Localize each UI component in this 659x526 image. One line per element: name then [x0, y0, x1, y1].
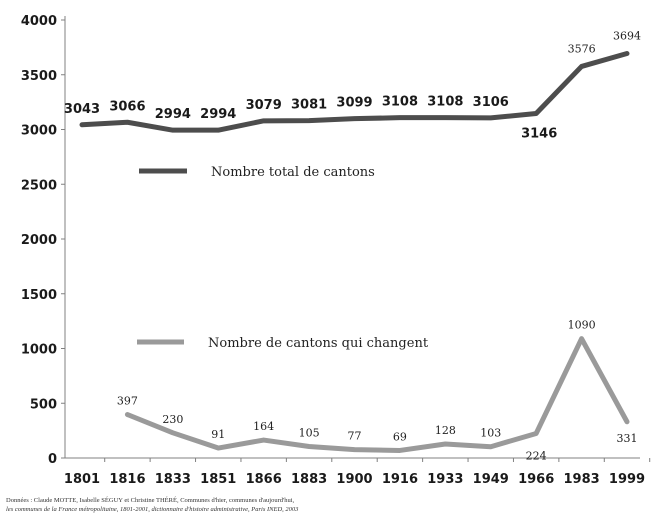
- data-label: 230: [162, 413, 183, 426]
- data-label: 3694: [613, 30, 641, 43]
- x-tick-label: 1883: [291, 472, 327, 487]
- data-label: 2994: [200, 107, 236, 122]
- data-label: 77: [348, 430, 362, 443]
- y-tick-label: 1500: [21, 288, 57, 303]
- x-tick-label: 1999: [609, 472, 645, 487]
- legend-label: Nombre de cantons qui changent: [208, 336, 429, 351]
- x-tick-label: 1949: [473, 472, 509, 487]
- data-label: 3066: [109, 99, 145, 114]
- data-label: 3081: [291, 98, 327, 113]
- data-label: 3079: [246, 98, 282, 113]
- x-tick-labels: 1801 1816 1833 1851 1866 1883 1900 1916 1933 1949…: [64, 472, 645, 487]
- source-line-2: les communes de la France métropolitaine…: [6, 506, 299, 513]
- x-tick-label: 1916: [382, 472, 418, 487]
- y-tick-label: 3000: [21, 124, 57, 139]
- source-line-1: Données : Claude MOTTE, Isabelle SÉGUY e…: [6, 497, 295, 504]
- y-tick-label: 2500: [21, 178, 57, 193]
- x-tick-label: 1983: [563, 472, 599, 487]
- data-label: 69: [393, 430, 407, 443]
- x-tick-label: 1801: [64, 472, 100, 487]
- x-tick-label: 1851: [200, 472, 236, 487]
- y-tick-label: 2000: [21, 233, 57, 248]
- data-labels: 3043 3066 2994 2994 3079 3081 3099 3108 3108 3106…: [64, 30, 641, 463]
- data-label: 103: [480, 427, 501, 440]
- data-label: 3108: [427, 95, 463, 110]
- data-label: 397: [117, 395, 138, 408]
- data-label: 128: [435, 424, 456, 437]
- y-tick-label: 1000: [21, 343, 57, 358]
- x-tick-label: 1966: [518, 472, 554, 487]
- y-tick-labels: 0 500 1000 1500 2000 2500 3000 3500 4000: [21, 14, 57, 467]
- data-label: 3099: [336, 96, 372, 111]
- data-label: 91: [211, 428, 225, 441]
- data-label: 3106: [473, 95, 509, 110]
- x-tick-label: 1900: [336, 472, 372, 487]
- data-label: 105: [299, 427, 320, 440]
- y-tick-label: 0: [48, 452, 57, 467]
- x-tick-label: 1816: [109, 472, 145, 487]
- legend-label: Nombre total de cantons: [211, 165, 375, 180]
- y-tick-label: 4000: [21, 14, 57, 29]
- series-line-2: [124, 336, 630, 453]
- y-tick-label: 500: [30, 397, 57, 412]
- data-label: 3146: [521, 127, 557, 142]
- data-label: 3108: [382, 95, 418, 110]
- x-tick-label: 1933: [427, 472, 463, 487]
- x-tick-label: 1866: [246, 472, 282, 487]
- data-label: 331: [617, 432, 638, 445]
- data-label: 3576: [568, 42, 596, 55]
- legend: Nombre total de cantons Nombre de cantons…: [137, 165, 429, 351]
- data-label: 224: [526, 449, 547, 462]
- axes: [61, 16, 651, 462]
- data-label: 3043: [64, 102, 100, 117]
- source-note: Données : Claude MOTTE, Isabelle SÉGUY e…: [6, 496, 606, 514]
- data-label: 164: [253, 420, 274, 433]
- x-tick-label: 1833: [155, 472, 191, 487]
- series-lines: [79, 51, 630, 453]
- y-tick-label: 3500: [21, 69, 57, 84]
- data-label: 1090: [568, 319, 596, 332]
- data-label: 2994: [155, 107, 191, 122]
